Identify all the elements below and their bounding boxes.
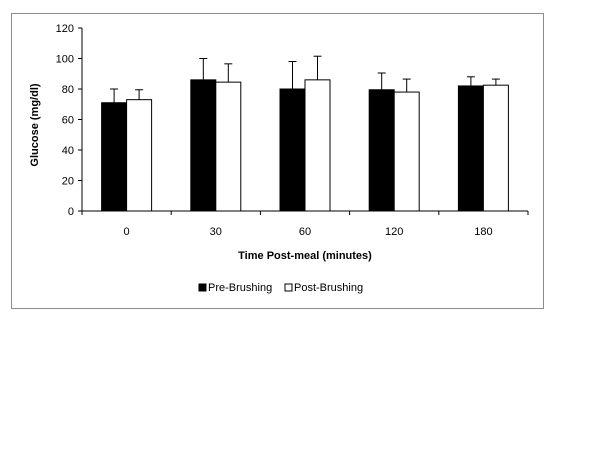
legend: Pre-Brushing Post-Brushing [198, 282, 363, 294]
x-tick-label: 0 [124, 226, 130, 238]
bar-pre-brushing [457, 85, 484, 212]
bar-post-brushing [393, 91, 420, 212]
bar-pre-brushing [190, 79, 217, 212]
legend-swatch-post-brushing [284, 283, 293, 292]
x-tick-label: 120 [385, 226, 403, 238]
bar-post-brushing [482, 84, 509, 212]
bar-post-brushing [304, 79, 331, 212]
y-tick-label: 0 [68, 206, 74, 218]
x-tick-label: 180 [474, 226, 492, 238]
x-axis: 0 30 60 120 180 [81, 210, 529, 238]
bar-post-brushing [126, 99, 153, 212]
x-tick-label: 30 [210, 226, 222, 238]
bar-pre-brushing [101, 102, 128, 212]
chart-area [11, 13, 544, 309]
y-tick-label: 120 [56, 23, 74, 35]
y-tick-label: 60 [62, 115, 74, 127]
x-tick-label: 60 [299, 226, 311, 238]
legend-label-pre-brushing: Pre-Brushing [208, 282, 272, 294]
bar-pre-brushing [279, 88, 306, 212]
bar-post-brushing [215, 81, 242, 212]
y-tick-label: 20 [62, 176, 74, 188]
y-axis-title: Glucose (mg/dl) [29, 83, 41, 166]
legend-label-post-brushing: Post-Brushing [294, 282, 363, 294]
x-axis-title: Time Post-meal (minutes) [238, 250, 372, 262]
legend-swatch-pre-brushing [198, 283, 207, 292]
y-tick-label: 100 [56, 54, 74, 66]
y-tick-label: 40 [62, 145, 74, 157]
bars [101, 55, 509, 212]
y-axis: 0 20 40 60 80 100 120 [56, 23, 83, 218]
y-tick-label: 80 [62, 84, 74, 96]
bar-pre-brushing [368, 89, 395, 212]
